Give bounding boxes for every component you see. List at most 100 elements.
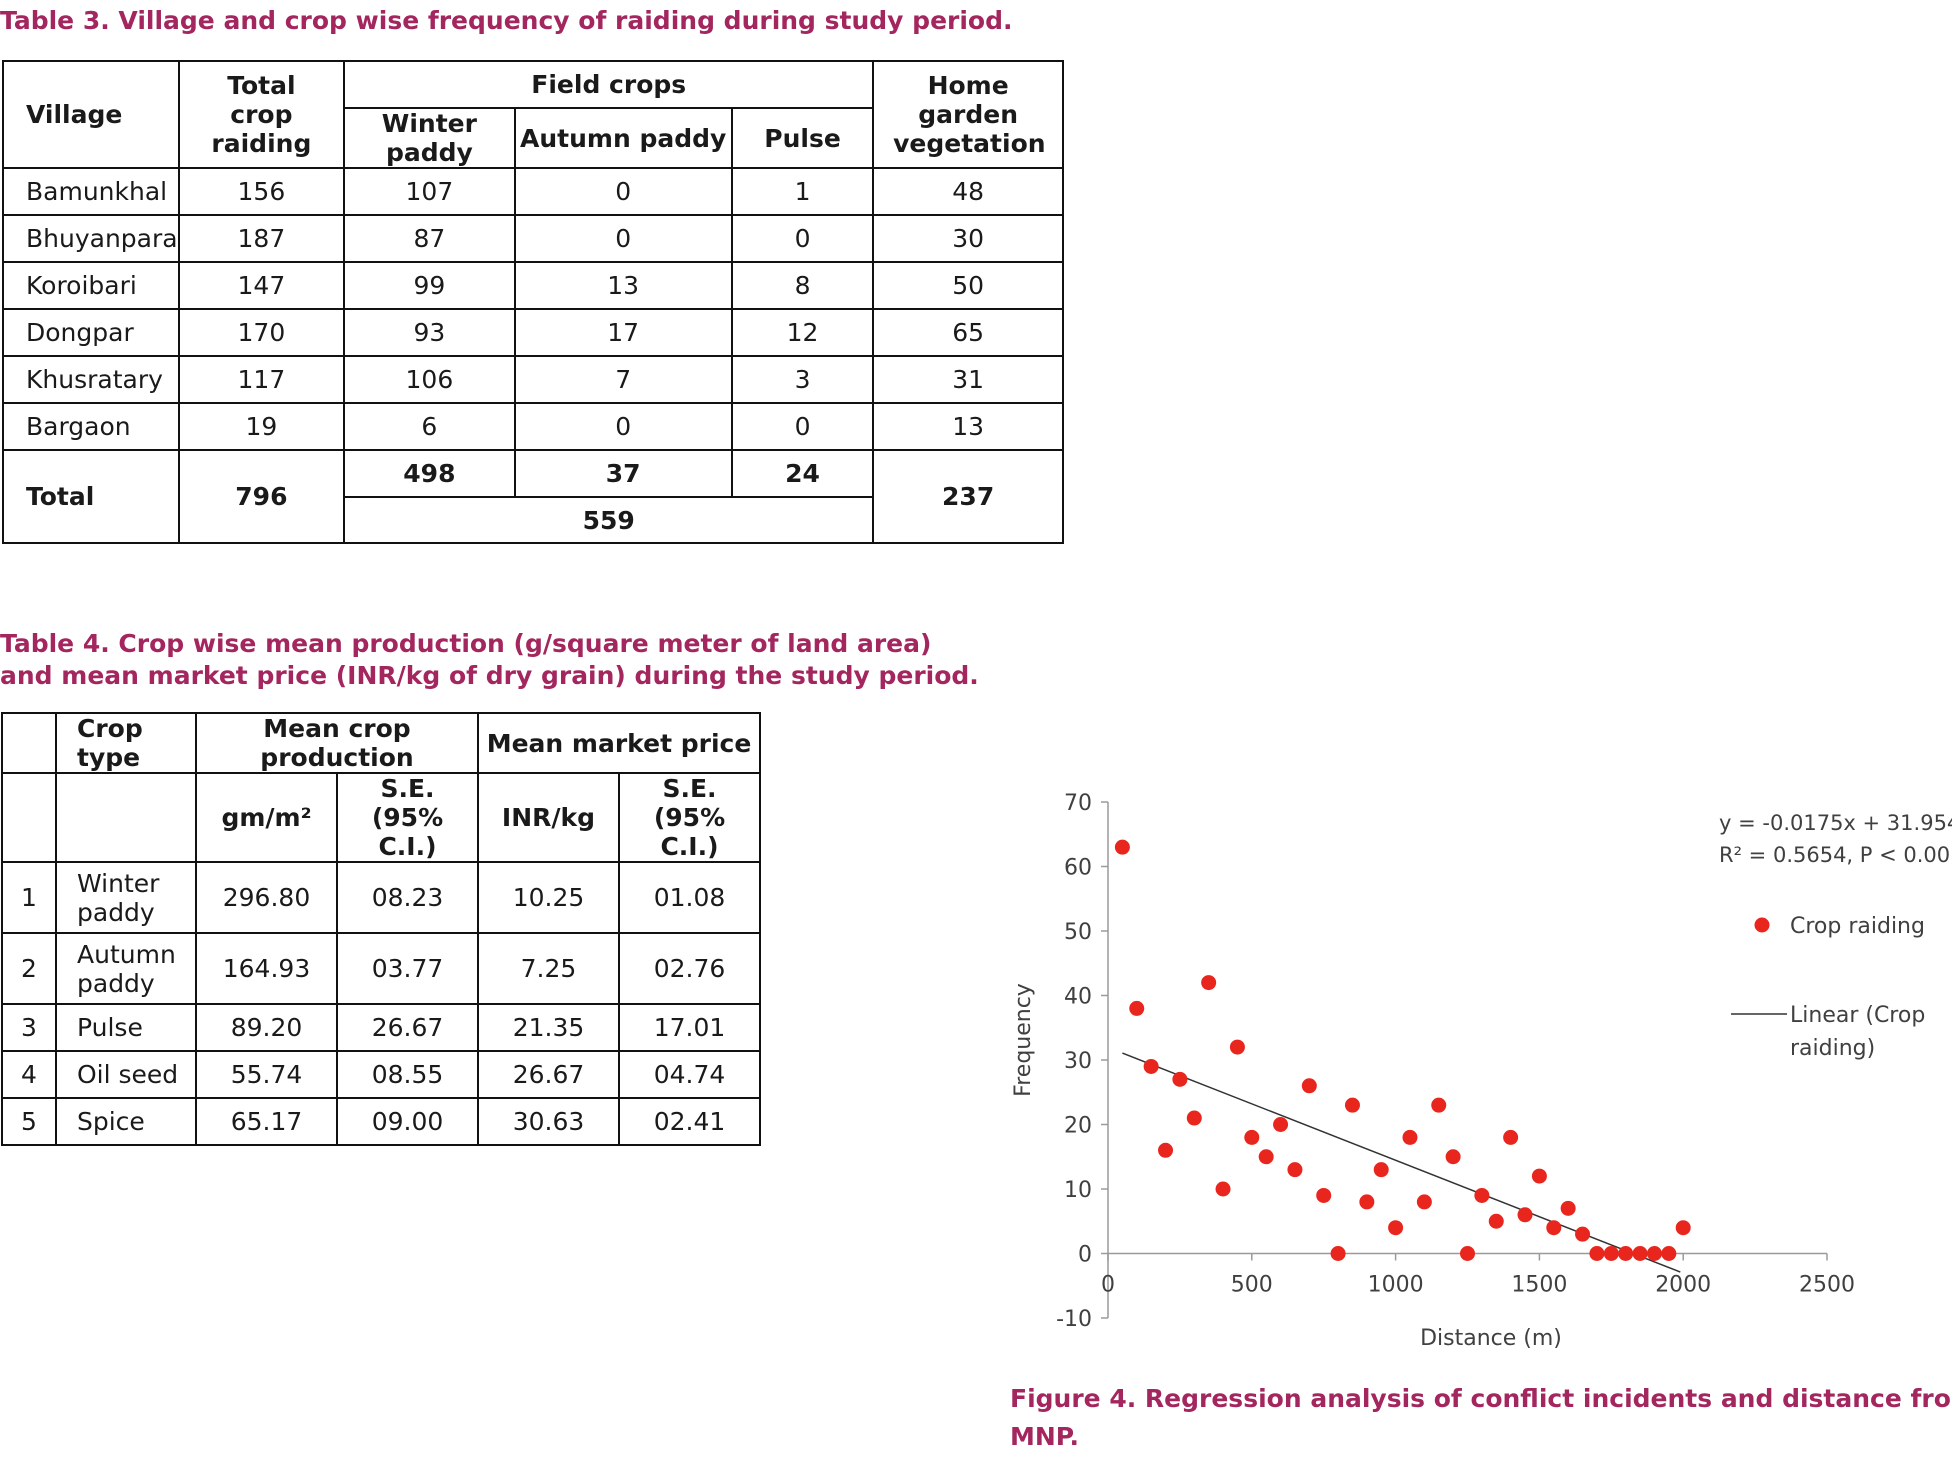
cell-total: 19 — [177, 402, 346, 451]
table-row: 4 Oil seed 55.74 08.55 26.67 04.74 — [1, 1050, 761, 1099]
header-mean-price: Mean market price — [477, 712, 761, 774]
cell-crop: Winter paddy — [55, 861, 197, 934]
y-tick-label: 70 — [1064, 791, 1092, 816]
legend-line-label-2: raiding) — [1790, 1036, 1875, 1061]
data-point — [1172, 1071, 1188, 1087]
data-point — [1488, 1213, 1504, 1229]
data-point — [1618, 1246, 1634, 1261]
x-tick-label: 2500 — [1799, 1273, 1855, 1298]
header-se-price: S.E. (95% C.I.) — [618, 772, 761, 863]
cell-production-se: 08.55 — [336, 1050, 479, 1099]
cell-price-se: 02.76 — [618, 932, 761, 1005]
cell-home: 30 — [872, 214, 1064, 263]
cell-winter: 99 — [343, 261, 516, 310]
cell-total: 156 — [177, 167, 346, 216]
cell-home: 48 — [872, 167, 1064, 216]
data-point — [1186, 1110, 1202, 1126]
table-row: 5 Spice 65.17 09.00 30.63 02.41 — [1, 1097, 761, 1146]
data-point — [1445, 1149, 1461, 1165]
total-row: Total 796 498 37 24 237 — [2, 449, 1064, 544]
data-point — [1416, 1194, 1432, 1210]
data-point — [1215, 1181, 1231, 1197]
cell-total: 147 — [177, 261, 346, 310]
data-point — [1460, 1246, 1475, 1261]
x-tick-label: 1500 — [1511, 1273, 1567, 1298]
chart-axes: -10 0 10 20 30 40 50 60 70 0 500 1000 1500 2000 2500 — [1056, 791, 1855, 1332]
cell-pulse: 0 — [730, 402, 875, 451]
table-row: Bhuyanpara 187 87 0 0 30 — [2, 214, 1064, 263]
table-row: Bamunkhal 156 107 0 1 48 — [2, 167, 1064, 216]
chart-marks — [1114, 839, 1691, 1273]
cell-price-se: 04.74 — [618, 1050, 761, 1099]
cell-price: 26.67 — [477, 1050, 620, 1099]
cell-autumn: 13 — [513, 261, 733, 310]
table-row: Khusratary 117 106 7 3 31 — [2, 355, 1064, 404]
data-point — [1531, 1168, 1547, 1184]
cell-autumn: 0 — [513, 402, 733, 451]
x-tick-label: 0 — [1101, 1273, 1115, 1298]
y-tick-label: 50 — [1064, 920, 1092, 945]
cell-index: 1 — [1, 861, 57, 934]
data-point — [1287, 1162, 1303, 1178]
data-point — [1301, 1078, 1317, 1094]
data-point — [1575, 1226, 1591, 1242]
cell-price-se: 01.08 — [618, 861, 761, 934]
header-pulse: Pulse — [730, 107, 875, 169]
cell-total: 170 — [177, 308, 346, 357]
total-home: 237 — [872, 449, 1064, 544]
data-point — [1675, 1220, 1691, 1236]
data-point — [1474, 1187, 1490, 1203]
data-point — [1129, 1000, 1145, 1016]
cell-crop: Oil seed — [55, 1050, 197, 1099]
data-point — [1316, 1187, 1332, 1203]
data-point — [1201, 975, 1217, 991]
header-crop-type: Crop type — [55, 712, 197, 774]
header-mean-production: Mean crop production — [195, 712, 479, 774]
legend-points-label: Crop raiding — [1790, 914, 1925, 939]
header-total-crop-raiding: Total crop raiding — [177, 60, 346, 169]
cell-pulse: 3 — [730, 355, 875, 404]
equation-label: y = -0.0175x + 31.954 — [1719, 811, 1952, 835]
cell-home: 50 — [872, 261, 1064, 310]
cell-winter: 87 — [343, 214, 516, 263]
data-point — [1258, 1149, 1274, 1165]
cell-crop: Autumn paddy — [55, 932, 197, 1005]
trendline — [1122, 1052, 1681, 1273]
cell-pulse: 12 — [730, 308, 875, 357]
total-label: Total — [2, 449, 180, 544]
header-index — [1, 712, 57, 774]
data-point — [1503, 1129, 1519, 1145]
data-point — [1229, 1039, 1245, 1055]
table-row: 3 Pulse 89.20 26.67 21.35 17.01 — [1, 1003, 761, 1052]
header-winter-paddy: Winter paddy — [343, 107, 516, 169]
cell-village: Khusratary — [2, 355, 180, 404]
header-se-price-text: S.E. (95% C.I.) — [653, 774, 726, 861]
cell-price-se: 02.41 — [618, 1097, 761, 1146]
cell-index: 3 — [1, 1003, 57, 1052]
cell-autumn: 17 — [513, 308, 733, 357]
header-field-crops: Field crops — [343, 60, 875, 109]
header-total-text: Total crop raiding — [211, 71, 312, 158]
y-axis-label: Frequency — [1011, 983, 1036, 1097]
total-pulse: 24 — [730, 449, 875, 498]
x-tick-label: 500 — [1231, 1273, 1273, 1298]
cell-home: 13 — [872, 402, 1064, 451]
cell-pulse: 1 — [730, 167, 875, 216]
cell-winter: 106 — [343, 355, 516, 404]
header-se-production: S.E. (95% C.I.) — [336, 772, 479, 863]
cell-index: 2 — [1, 932, 57, 1005]
table-row: 1 Winter paddy 296.80 08.23 10.25 01.08 — [1, 861, 761, 934]
subheader-crop — [55, 772, 197, 863]
header-inr-per-kg: INR/kg — [477, 772, 620, 863]
cell-price: 30.63 — [477, 1097, 620, 1146]
data-point — [1158, 1142, 1174, 1158]
legend-line-label-1: Linear (Crop — [1790, 1003, 1925, 1028]
data-point — [1344, 1097, 1360, 1113]
data-point — [1244, 1129, 1260, 1145]
cell-production: 65.17 — [195, 1097, 338, 1146]
data-point — [1560, 1200, 1576, 1216]
cell-production: 89.20 — [195, 1003, 338, 1052]
total-winter: 498 — [343, 449, 516, 498]
cell-production-se: 08.23 — [336, 861, 479, 934]
